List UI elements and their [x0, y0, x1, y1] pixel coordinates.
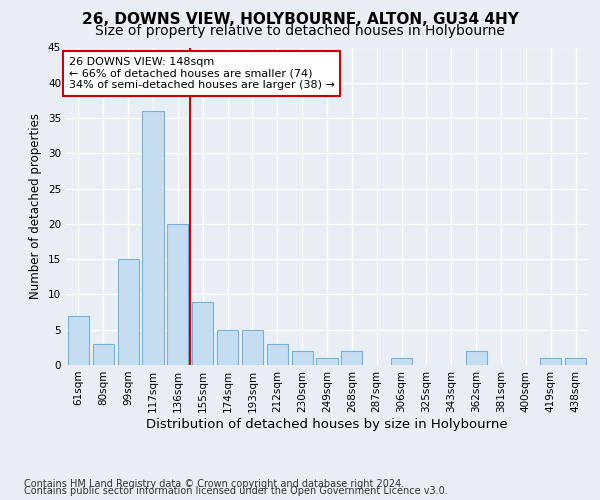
Text: 26, DOWNS VIEW, HOLYBOURNE, ALTON, GU34 4HY: 26, DOWNS VIEW, HOLYBOURNE, ALTON, GU34 …: [82, 12, 518, 28]
Bar: [292, 351, 313, 365]
Text: Size of property relative to detached houses in Holybourne: Size of property relative to detached ho…: [95, 24, 505, 38]
Text: Contains HM Land Registry data © Crown copyright and database right 2024.: Contains HM Land Registry data © Crown c…: [24, 479, 404, 489]
Bar: [466, 351, 487, 365]
Y-axis label: Number of detached properties: Number of detached properties: [29, 114, 43, 299]
Bar: [391, 358, 412, 365]
Bar: [540, 358, 561, 365]
Bar: [565, 358, 586, 365]
Bar: [192, 302, 213, 365]
Bar: [267, 344, 288, 365]
Text: Contains public sector information licensed under the Open Government Licence v3: Contains public sector information licen…: [24, 486, 448, 496]
Bar: [341, 351, 362, 365]
Bar: [93, 344, 114, 365]
Bar: [142, 111, 164, 365]
Bar: [242, 330, 263, 365]
Bar: [118, 259, 139, 365]
Bar: [167, 224, 188, 365]
Text: 26 DOWNS VIEW: 148sqm
← 66% of detached houses are smaller (74)
34% of semi-deta: 26 DOWNS VIEW: 148sqm ← 66% of detached …: [68, 57, 334, 90]
Bar: [316, 358, 338, 365]
Bar: [68, 316, 89, 365]
Bar: [217, 330, 238, 365]
X-axis label: Distribution of detached houses by size in Holybourne: Distribution of detached houses by size …: [146, 418, 508, 430]
